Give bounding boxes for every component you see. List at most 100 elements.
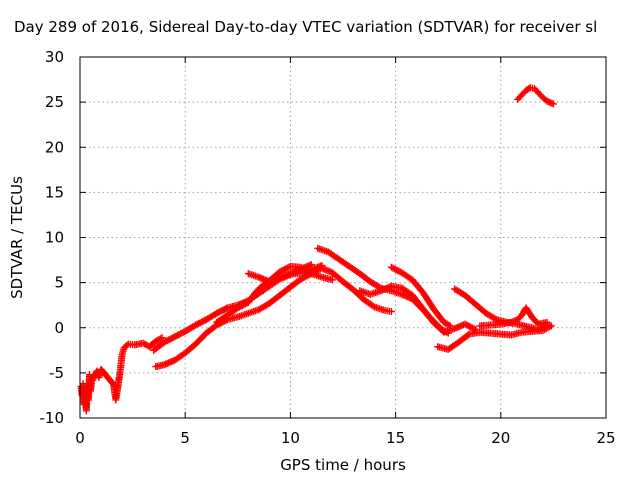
data-point-trail (428, 302, 436, 310)
axis-ticks: 0 5 10 15 20 25 -10 -5 0 5 10 15 20 25 30 (40, 48, 616, 447)
data-point-trail (417, 302, 425, 310)
data-point-trail (353, 268, 361, 276)
data-point-trail (438, 316, 446, 324)
data-point-trail (253, 273, 261, 281)
data-point-trail (336, 275, 344, 283)
data-point-trail (118, 353, 126, 361)
y-tick-label: 30 (45, 48, 64, 66)
data-point-trail (243, 310, 251, 318)
data-point-trail (108, 378, 116, 386)
data-point-trail (536, 91, 544, 99)
data-point-trail (306, 261, 314, 269)
y-tick-label: 15 (45, 183, 64, 201)
data-point-trail (220, 305, 228, 313)
data-point-trail (178, 329, 186, 337)
data-point-trail (515, 314, 523, 322)
data-point-trail (506, 319, 514, 327)
data-point-trail (364, 276, 372, 284)
data-point-trail (283, 264, 291, 272)
data-point-trail (445, 321, 453, 329)
data-point-trail (316, 273, 324, 281)
data-point-trail (304, 268, 312, 276)
data-point-trail (149, 339, 157, 347)
data-point-trail (90, 373, 98, 381)
data-point-trail (249, 292, 257, 300)
data-point-trail (379, 306, 387, 314)
x-tick-label: 15 (386, 429, 405, 447)
y-tick-label: 5 (54, 274, 64, 292)
y-tick-label: 20 (45, 138, 64, 156)
data-point-trail (158, 340, 166, 348)
data-point-trail (284, 285, 292, 293)
y-tick-label: -10 (40, 409, 65, 427)
data-point-trail (87, 380, 95, 388)
chart-title: Day 289 of 2016, Sidereal Day-to-day VTE… (14, 18, 597, 36)
data-point-trail (395, 267, 403, 275)
data-point-trail (540, 95, 548, 103)
data-point-trail (479, 307, 487, 315)
data-point-trail (294, 277, 302, 285)
data-point-trail (89, 375, 97, 383)
y-tick-label: -5 (49, 364, 64, 382)
data-point-trail (210, 323, 218, 331)
data-point-trail (469, 298, 477, 306)
data-point-trail (252, 288, 260, 296)
data-point-trail (232, 313, 240, 321)
data-point-trail (210, 311, 218, 319)
data-point-trail (443, 320, 451, 328)
data-point-trail (199, 317, 207, 325)
y-tick-label: 10 (45, 229, 64, 247)
data-point-trail (262, 301, 270, 309)
data-point-trail (347, 284, 355, 292)
data-point-trail (178, 351, 186, 359)
data-point-trail (541, 319, 549, 327)
data-point-trail (285, 270, 293, 278)
data-point-trail (168, 334, 176, 342)
data-point-trail (222, 305, 230, 313)
data-point-trail (189, 342, 197, 350)
data-point-trail (342, 260, 350, 268)
data-point-trail (385, 307, 393, 315)
data-point-trail (463, 332, 471, 340)
data-point-trail (405, 274, 413, 282)
data-point-trail (332, 253, 340, 261)
data-point-trail (358, 294, 366, 302)
x-tick-label: 10 (281, 429, 300, 447)
data-point-trail (274, 274, 282, 282)
x-tick-label: 0 (75, 429, 85, 447)
data-point-trail (527, 311, 535, 319)
data-point-trail (452, 340, 460, 348)
x-tick-label: 20 (491, 429, 510, 447)
data-point-trail (532, 318, 540, 326)
data-point-trail (396, 290, 404, 298)
data-point-trail (155, 335, 163, 343)
data-point-trail (438, 326, 446, 334)
data-point-trail (200, 332, 208, 340)
y-axis-label: SDTVAR / TECUs (8, 176, 26, 299)
data-point-trail (515, 94, 523, 102)
data-point-trail (490, 314, 498, 322)
data-point-trail (315, 266, 323, 274)
data-point-trail (523, 85, 531, 93)
data-points (77, 84, 557, 415)
data-point-trail (273, 293, 281, 301)
data-point-trail (368, 301, 376, 309)
y-tick-label: 0 (54, 319, 64, 337)
data-point-trail (519, 89, 527, 97)
data-point-trail (369, 302, 377, 310)
data-point-trail (88, 376, 96, 384)
y-tick-label: 25 (45, 93, 64, 111)
x-tick-label: 5 (180, 429, 190, 447)
data-point-trail (532, 86, 540, 94)
data-point-trail (375, 287, 383, 295)
data-point-trail (241, 300, 249, 308)
data-point-trail (306, 269, 314, 277)
data-point-trail (231, 306, 239, 314)
data-point-trail (417, 286, 425, 294)
data-point-trail (405, 289, 413, 297)
data-point-trail (458, 289, 466, 297)
x-tick-label: 25 (596, 429, 615, 447)
data-point-trail (327, 275, 335, 283)
data-point-trail (528, 84, 536, 92)
